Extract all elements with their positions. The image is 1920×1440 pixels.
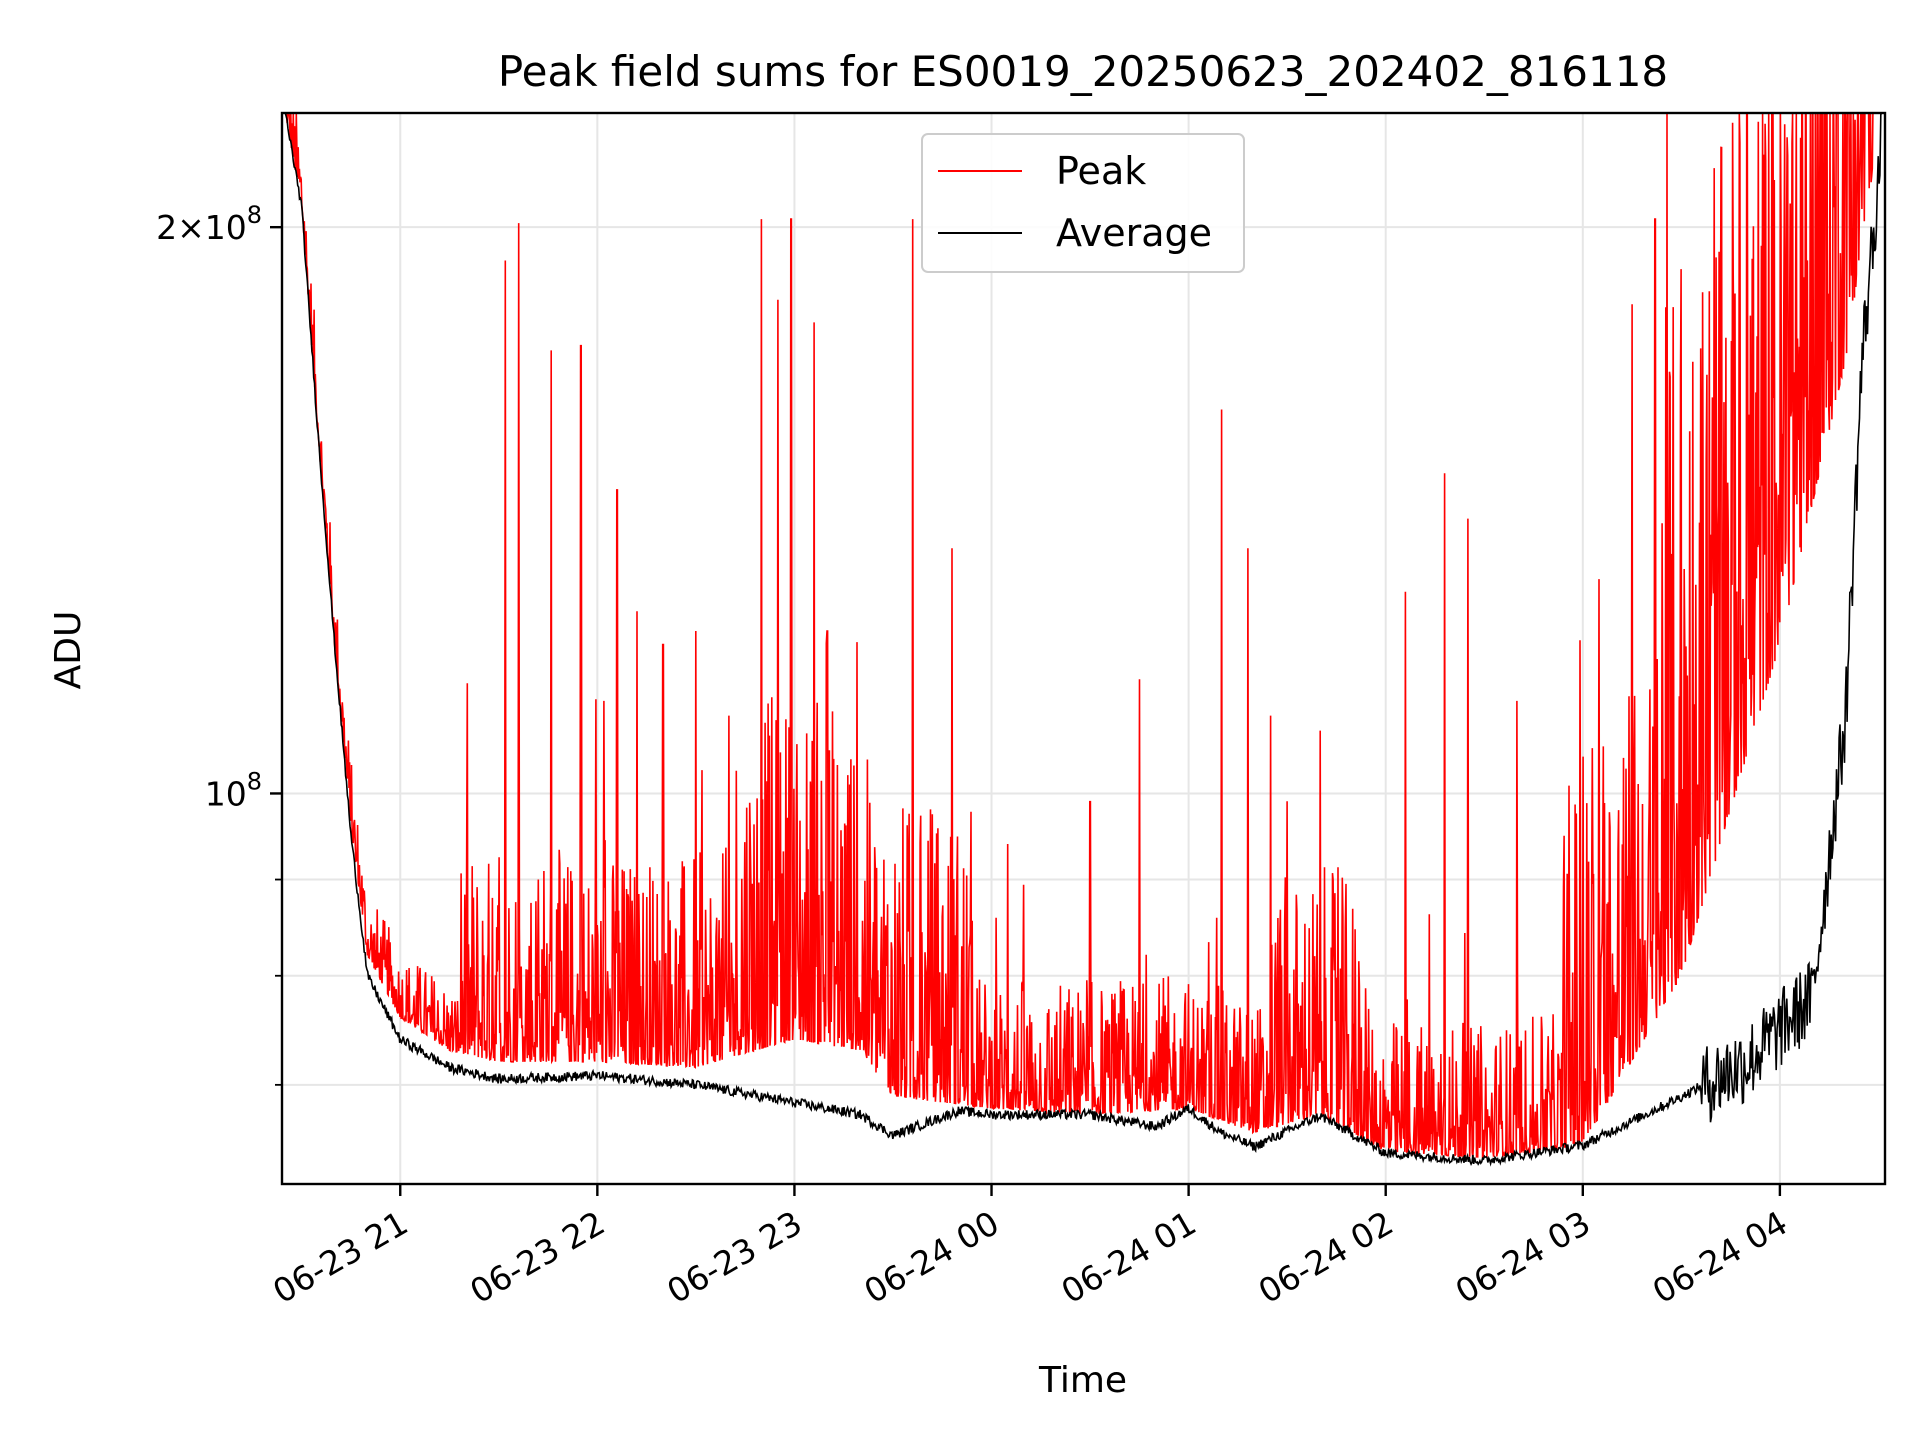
average-line	[284, 113, 1883, 1167]
peak-line	[285, 113, 1879, 1160]
legend-label-average: Average	[1056, 211, 1212, 255]
y-tick-label: 2×108	[156, 201, 262, 247]
y-axis-label: ADU	[48, 611, 89, 690]
x-axis-label: Time	[1038, 1360, 1127, 1401]
y-axis: 108 2×108	[156, 201, 282, 1086]
peak-series	[285, 113, 1879, 1160]
plot-frame	[280, 111, 1887, 1186]
legend-label-peak: Peak	[1056, 149, 1146, 193]
average-series	[284, 113, 1883, 1167]
chart-title: Peak field sums for ES0019_20250623_2024…	[498, 47, 1668, 96]
legend-box	[921, 133, 1245, 273]
y-tick-label: 108	[205, 767, 262, 813]
legend: Peak Average	[921, 133, 1245, 273]
